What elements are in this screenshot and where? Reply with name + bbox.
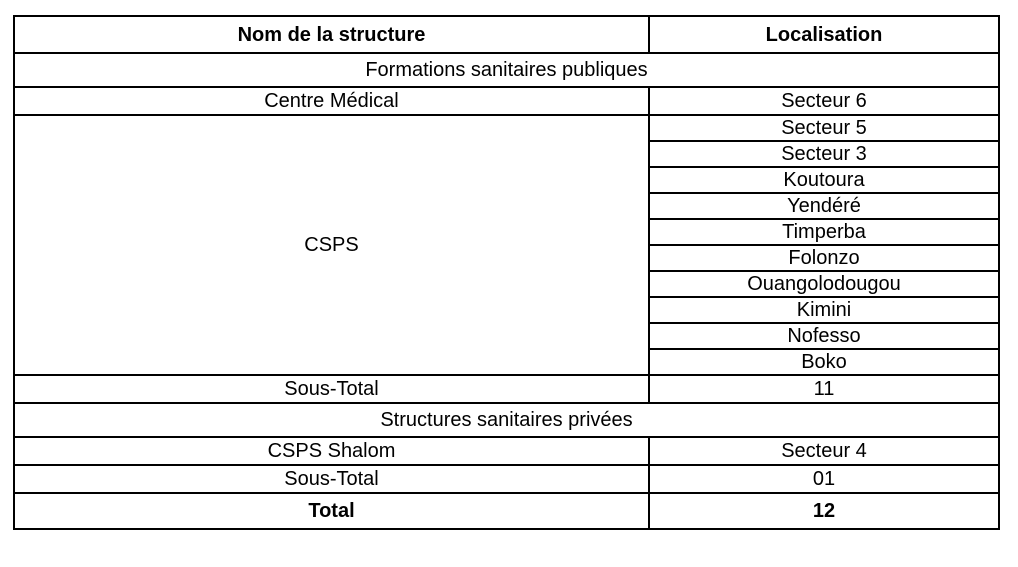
table-row-csps-location: CSPS Secteur 5 xyxy=(13,114,1000,376)
table-row-centre-medical: Centre Médical Secteur 6 xyxy=(13,86,1000,116)
section-row-public: Formations sanitaires publiques xyxy=(13,52,1000,88)
section-title-public: Formations sanitaires publiques xyxy=(13,52,1000,88)
health-structures-table: Nom de la structure Localisation Formati… xyxy=(13,15,1000,530)
table-row-csps-location: Boko xyxy=(14,348,1000,376)
localisation-cell: Ouangolodougou xyxy=(648,270,1000,298)
structure-name-cell-csps: CSPS xyxy=(13,114,650,376)
table-row-csps-location: Koutoura xyxy=(14,166,1000,194)
structure-name-cell: CSPS Shalom xyxy=(13,436,650,466)
subtotal-value-cell: 01 xyxy=(648,464,1000,494)
total-label-cell: Total xyxy=(13,492,650,530)
localisation-cell: Yendéré xyxy=(648,192,1000,220)
localisation-cell: Kimini xyxy=(648,296,1000,324)
table-row-csps-location: Yendéré xyxy=(14,192,1000,220)
localisation-cell: Secteur 5 xyxy=(648,114,1000,142)
total-row: Total 12 xyxy=(13,492,1000,530)
subtotal-label-cell: Sous-Total xyxy=(13,464,650,494)
subtotal-value-cell: 11 xyxy=(648,374,1000,404)
table-row-csps-shalom: CSPS Shalom Secteur 4 xyxy=(13,436,1000,466)
localisation-cell: Secteur 4 xyxy=(648,436,1000,466)
table-row-csps-location: Ouangolodougou xyxy=(14,270,1000,298)
header-cell-structure-name: Nom de la structure xyxy=(13,15,650,54)
total-value-cell: 12 xyxy=(648,492,1000,530)
section-row-private: Structures sanitaires privées xyxy=(13,402,1000,438)
localisation-cell: Koutoura xyxy=(648,166,1000,194)
localisation-cell: Timperba xyxy=(648,218,1000,246)
section-title-private: Structures sanitaires privées xyxy=(13,402,1000,438)
localisation-cell: Nofesso xyxy=(648,322,1000,350)
localisation-cell: Secteur 6 xyxy=(648,86,1000,116)
localisation-cell: Folonzo xyxy=(648,244,1000,272)
table-row-csps-location: Secteur 3 xyxy=(14,140,1000,168)
subtotal-label-cell: Sous-Total xyxy=(13,374,650,404)
structure-name-cell: Centre Médical xyxy=(13,86,650,116)
table-row-csps-location: Kimini xyxy=(14,296,1000,324)
header-cell-localisation: Localisation xyxy=(648,15,1000,54)
subtotal-row-public: Sous-Total 11 xyxy=(13,374,1000,404)
localisation-cell: Boko xyxy=(648,348,1000,376)
table-row-csps-location: Nofesso xyxy=(14,322,1000,350)
table-row-csps-location: Timperba xyxy=(14,218,1000,246)
table-header-row: Nom de la structure Localisation xyxy=(13,15,1000,54)
table-row-csps-location: Folonzo xyxy=(14,244,1000,272)
subtotal-row-private: Sous-Total 01 xyxy=(13,464,1000,494)
localisation-cell: Secteur 3 xyxy=(648,140,1000,168)
